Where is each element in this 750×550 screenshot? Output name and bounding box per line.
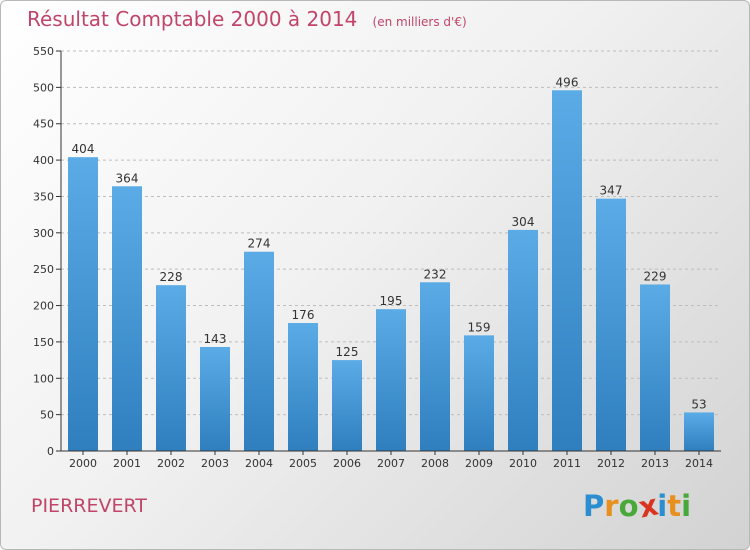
data-label-2000: 404 [72, 142, 95, 156]
bar-2005 [288, 323, 318, 451]
chart-title: Résultat Comptable 2000 à 2014 [27, 7, 358, 31]
bar-2008 [420, 282, 450, 451]
data-label-2009: 159 [468, 320, 491, 334]
data-label-2005: 176 [292, 308, 315, 322]
bar-2012 [596, 198, 626, 451]
x-tick-label-2007: 2007 [377, 457, 405, 470]
data-label-2007: 195 [380, 294, 403, 308]
data-label-2001: 364 [116, 171, 139, 185]
x-tick-label-2003: 2003 [201, 457, 229, 470]
x-tick-label-2009: 2009 [465, 457, 493, 470]
y-tick-label: 0 [47, 445, 54, 458]
y-tick-label: 100 [33, 372, 54, 385]
location-label: PIERREVERT [31, 495, 147, 517]
x-tick-label-2011: 2011 [553, 457, 581, 470]
bar-2000 [68, 157, 98, 451]
bars: 404 364 228 143 274 176 125 195 232 159 304 496 347 2… [68, 75, 714, 452]
axes: 0 50 100 150 200 250 300 350 400 450 500 550 2000 200… [33, 45, 721, 470]
bar-2002 [156, 285, 186, 451]
y-tick-label: 400 [33, 154, 54, 167]
x-tick-label-2001: 2001 [113, 457, 141, 470]
y-tick-label: 450 [33, 118, 54, 131]
logo-letter: i [681, 489, 692, 523]
bar-2014 [684, 412, 714, 451]
x-tick-label-2014: 2014 [685, 457, 713, 470]
y-tick-label: 550 [33, 45, 54, 58]
bar-2011 [552, 90, 582, 451]
x-tick-label-2004: 2004 [245, 457, 273, 470]
bar-2010 [508, 229, 538, 451]
x-tick-label-2000: 2000 [69, 457, 97, 470]
bar-2007 [376, 309, 406, 451]
logo-letter: i [657, 489, 668, 523]
x-tick-label-2008: 2008 [421, 457, 449, 470]
y-tick-label: 300 [33, 227, 54, 240]
data-label-2010: 304 [512, 215, 535, 229]
logo-letter: o [618, 489, 639, 523]
x-tick-label-2005: 2005 [289, 457, 317, 470]
y-tick-label: 350 [33, 190, 54, 203]
bar-2001 [112, 186, 142, 452]
logo-letter: P [583, 489, 605, 523]
data-label-2013: 229 [644, 269, 667, 283]
data-label-2006: 125 [336, 345, 359, 359]
x-tick-label-2010: 2010 [509, 457, 537, 470]
proxiti-logo: Proxiti [583, 487, 692, 524]
bar-2003 [200, 347, 230, 451]
bar-2004 [244, 251, 274, 451]
y-tick-label: 500 [33, 81, 54, 94]
x-tick-label-2012: 2012 [597, 457, 625, 470]
x-tick-label-2006: 2006 [333, 457, 361, 470]
data-label-2004: 274 [248, 237, 271, 251]
data-label-2012: 347 [600, 184, 623, 198]
y-tick-label: 50 [40, 409, 54, 422]
data-label-2011: 496 [556, 75, 579, 89]
bar-2009 [464, 335, 494, 451]
y-tick-label: 250 [33, 263, 54, 276]
logo-letter: r [604, 489, 619, 523]
y-tick-label: 150 [33, 336, 54, 349]
chart-title-block: Résultat Comptable 2000 à 2014 (en milli… [27, 7, 467, 31]
data-label-2002: 228 [160, 270, 183, 284]
data-label-2008: 232 [424, 267, 447, 281]
bar-2006 [332, 360, 362, 451]
bar-2013 [640, 284, 670, 451]
data-label-2003: 143 [204, 332, 227, 346]
x-tick-label-2013: 2013 [641, 457, 669, 470]
x-tick-label-2002: 2002 [157, 457, 185, 470]
chart-unit-note: (en milliers d'€) [372, 15, 467, 29]
logo-letter: t [667, 489, 682, 523]
y-tick-label: 200 [33, 300, 54, 313]
data-label-2014: 53 [691, 397, 706, 411]
